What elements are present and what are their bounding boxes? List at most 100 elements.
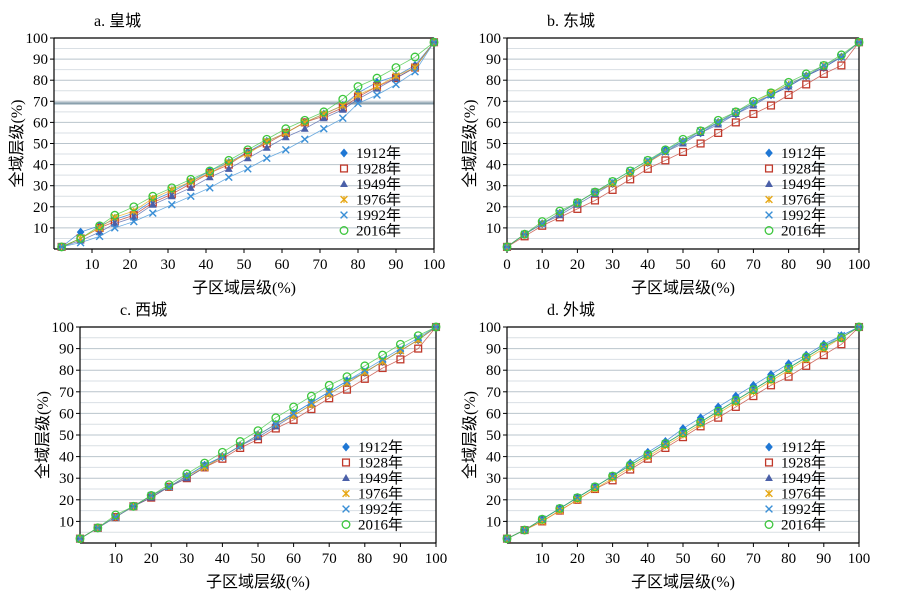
data-point — [129, 213, 138, 221]
legend-marker — [339, 164, 349, 173]
data-point — [167, 192, 176, 200]
x-tick-label: 40 — [215, 551, 230, 567]
x-tick-label: 10 — [85, 257, 100, 273]
data-point — [854, 37, 864, 47]
legend-label: 1928年 — [781, 161, 826, 178]
data-point-stroke — [289, 409, 298, 418]
y-tick-label: 90 — [33, 52, 48, 68]
legend-label: 2016年 — [781, 223, 826, 240]
x-tick-label: 50 — [237, 257, 252, 273]
y-axis-label: 全域层级(%) — [34, 391, 52, 479]
legend-marker — [765, 211, 773, 219]
data-point — [129, 202, 139, 212]
data-point — [281, 133, 290, 141]
data-point — [128, 501, 138, 511]
x-tick-label: 50 — [676, 257, 691, 273]
data-point-stroke — [338, 114, 347, 123]
data-point — [182, 469, 192, 479]
y-tick-label: 40 — [486, 450, 501, 466]
data-point — [696, 417, 706, 427]
data-point — [319, 107, 329, 117]
data-point — [319, 114, 328, 122]
data-point — [538, 219, 547, 228]
data-point-stroke — [538, 219, 547, 228]
data-point — [396, 355, 405, 364]
chart-panel-b: 10 20 30 40 50 60 70 80 90 100 0 10 20 30 40 50 60 70 80 90… — [461, 12, 870, 297]
x-tick-label: 90 — [389, 257, 404, 273]
y-tick-label: 80 — [486, 73, 501, 89]
data-point — [414, 344, 423, 353]
legend-marker — [342, 489, 350, 498]
data-point — [660, 145, 670, 155]
y-tick-label: 80 — [33, 73, 48, 89]
data-point — [353, 82, 363, 91]
data-point — [520, 525, 530, 535]
data-point — [392, 80, 400, 89]
legend-label: 1976年 — [781, 192, 826, 209]
y-tick-label: 30 — [33, 179, 48, 195]
data-point — [186, 192, 195, 201]
x-tick-label: 20 — [570, 257, 585, 273]
gridlines-a — [54, 37, 434, 239]
y-tick-label: 40 — [33, 158, 48, 174]
data-point — [414, 333, 423, 342]
x-tick-label: 80 — [351, 257, 366, 273]
data-point — [802, 72, 811, 80]
data-point — [243, 164, 252, 173]
y-tick-label: 10 — [33, 221, 48, 237]
data-point-stroke — [555, 209, 564, 218]
x-tick-label: 90 — [393, 551, 408, 567]
legend-label: 1976年 — [356, 192, 401, 209]
data-point — [678, 147, 688, 156]
chart-title: d. 外城 — [547, 301, 595, 319]
data-point — [767, 91, 775, 99]
series-line — [506, 326, 860, 540]
data-point — [271, 413, 281, 423]
legend-label: 1928年 — [358, 455, 403, 472]
chart-title: c. 西城 — [120, 301, 167, 319]
data-point — [378, 350, 388, 360]
legend-marker — [765, 473, 773, 482]
data-point — [167, 183, 177, 193]
data-point-stroke — [411, 67, 419, 76]
data-point — [678, 428, 688, 438]
data-point — [661, 156, 670, 165]
data-point — [373, 82, 381, 91]
data-point — [253, 426, 263, 436]
data-point — [679, 137, 687, 146]
y-tick-label: 100 — [479, 31, 502, 47]
x-tick-label: 90 — [816, 257, 831, 273]
data-point — [429, 37, 439, 47]
legend-label: 2016年 — [356, 223, 401, 240]
legend-label: 1992年 — [356, 207, 401, 224]
x-tick-label: 100 — [425, 551, 448, 567]
y-tick-label: 30 — [486, 471, 501, 487]
data-point-stroke — [281, 145, 290, 154]
x-tick-label: 70 — [746, 551, 761, 567]
y-tick-label: 80 — [59, 363, 74, 379]
x-tick-label: 40 — [199, 257, 214, 273]
x-tick-label: 0 — [503, 257, 511, 273]
data-point — [572, 493, 582, 503]
data-point — [289, 402, 299, 412]
data-point — [748, 385, 758, 395]
x-tick-label: 30 — [605, 551, 620, 567]
data-point — [502, 242, 512, 252]
y-axis-label: 全域层级(%) — [8, 100, 26, 188]
data-point-stroke — [373, 91, 381, 99]
data-point — [262, 143, 271, 151]
data-point — [660, 439, 670, 449]
x-tick-label: 70 — [746, 257, 761, 273]
data-point — [678, 134, 688, 144]
legend-label: 2016年 — [358, 517, 403, 534]
y-tick-label: 20 — [59, 493, 74, 509]
series-b-4 — [503, 38, 863, 251]
data-point-stroke — [354, 99, 362, 108]
x-tick-label: 30 — [161, 257, 176, 273]
legend-label: 1949年 — [781, 176, 826, 193]
legend-label: 1912年 — [356, 145, 401, 162]
series-line — [506, 41, 860, 248]
data-point — [784, 77, 794, 87]
legend-label: 1912年 — [781, 439, 826, 456]
